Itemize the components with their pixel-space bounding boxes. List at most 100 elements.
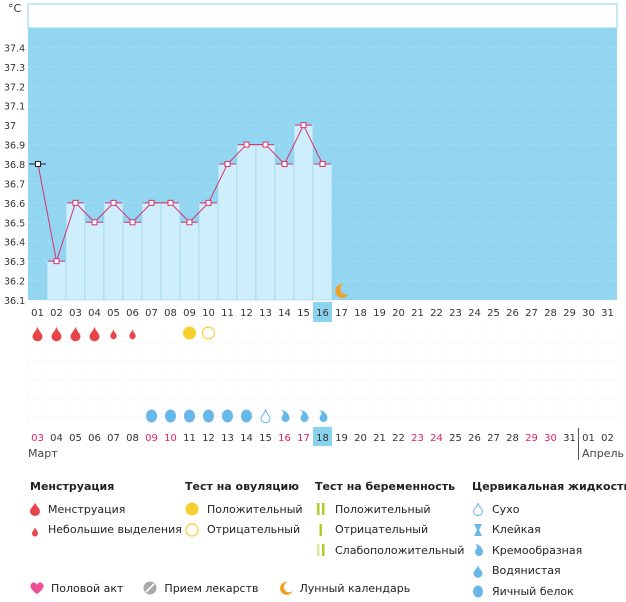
x-day-label: 17 bbox=[335, 308, 348, 319]
blood-drop-icon bbox=[32, 326, 43, 342]
legend-ovulation-negative-label: Отрицательный bbox=[207, 523, 301, 537]
x-day-label: 15 bbox=[297, 308, 310, 319]
month-next-label: Апрель bbox=[582, 447, 624, 460]
x-day-label: 23 bbox=[449, 308, 462, 319]
y-tick-label: 36.1 bbox=[4, 296, 25, 307]
cycle-date-label: 06 bbox=[88, 433, 101, 444]
legend-cervical-fluid: Цервикальная жидкость Сухо Клейкая Кремо… bbox=[472, 480, 626, 602]
legend-ovulation-positive-label: Положительный bbox=[207, 502, 303, 516]
temperature-bar bbox=[312, 163, 333, 301]
cycle-date-label: 14 bbox=[240, 433, 253, 444]
x-day-label: 06 bbox=[126, 308, 139, 319]
cycle-date-label: 24 bbox=[430, 433, 443, 444]
temperature-bar bbox=[46, 260, 67, 301]
temperature-bar bbox=[160, 202, 181, 301]
x-day-label: 27 bbox=[525, 308, 538, 319]
legend-medication-label: Прием лекарств bbox=[164, 581, 259, 595]
legend-pregnancy-title: Тест на беременность bbox=[315, 480, 456, 493]
x-day-label: 13 bbox=[259, 308, 272, 319]
temperature-bar bbox=[122, 222, 143, 301]
y-tick-label: 37.3 bbox=[4, 63, 25, 74]
y-tick-label: 36.5 bbox=[4, 218, 25, 229]
blood-drop-icon bbox=[51, 326, 62, 342]
x-day-label: 11 bbox=[221, 308, 234, 319]
legend-item-sticky: Клейкая bbox=[472, 520, 626, 541]
temperature-point bbox=[319, 161, 326, 167]
cycle-date-label: 23 bbox=[411, 433, 424, 444]
temperature-point bbox=[205, 199, 212, 206]
cycle-date-label: 08 bbox=[126, 433, 139, 444]
legend-item-pregnancy-negative: Отрицательный bbox=[315, 520, 464, 541]
y-tick-label: 37.4 bbox=[4, 43, 25, 54]
y-tick-label: 36.6 bbox=[4, 199, 25, 210]
legend-ovulation-title: Тест на овуляцию bbox=[185, 480, 299, 493]
egg-white-icon bbox=[165, 409, 176, 423]
temperature-bar bbox=[65, 202, 86, 301]
y-tick-label: 36.3 bbox=[4, 257, 25, 268]
egg-white-icon bbox=[241, 409, 252, 423]
cycle-date-label: 04 bbox=[50, 433, 63, 444]
creamy-drop-icon bbox=[280, 410, 290, 422]
x-day-label: 12 bbox=[240, 308, 253, 319]
legend-item-medication: Прием лекарств bbox=[143, 581, 259, 595]
x-day-label: 01 bbox=[31, 308, 44, 319]
legend-cervical-title: Цервикальная жидкость bbox=[472, 480, 626, 493]
heart-icon bbox=[30, 581, 44, 594]
cycle-date-label: 27 bbox=[487, 433, 500, 444]
ovulation-negative-icon bbox=[201, 326, 216, 340]
temperature-point bbox=[35, 161, 41, 167]
x-day-label: 08 bbox=[164, 308, 177, 319]
legend-pregnancy-weak-label: Слабоположительный bbox=[335, 543, 465, 557]
legend-item-creamy: Кремообразная bbox=[472, 540, 626, 561]
temperature-point bbox=[167, 199, 174, 206]
legend-menstruation-title: Менструация bbox=[30, 480, 115, 493]
y-axis-label: °C bbox=[8, 2, 22, 15]
temperature-point bbox=[91, 219, 98, 226]
chart-top-strip bbox=[27, 3, 618, 29]
legend-dry-label: Сухо bbox=[492, 502, 520, 516]
cycle-date-label: 31 bbox=[563, 433, 576, 444]
legend-item-ovulation-negative: Отрицательный bbox=[185, 520, 303, 541]
x-day-label: 04 bbox=[88, 308, 101, 319]
cycle-date-label: 12 bbox=[202, 433, 215, 444]
x-day-label: 07 bbox=[145, 308, 158, 319]
dry-drop-icon bbox=[260, 408, 271, 424]
temperature-point bbox=[110, 199, 117, 206]
temperature-point bbox=[224, 161, 231, 167]
temperature-bar bbox=[141, 202, 162, 301]
x-day-label: 21 bbox=[411, 308, 424, 319]
legend-item-ovulation-positive: Положительный bbox=[185, 499, 303, 520]
x-day-label: 24 bbox=[468, 308, 481, 319]
y-tick-label: 36.4 bbox=[4, 238, 25, 249]
temperature-point bbox=[53, 258, 60, 265]
x-day-label: 16 bbox=[316, 308, 329, 319]
legend-item-intercourse: Половой акт bbox=[30, 582, 123, 595]
creamy-drop-icon bbox=[318, 410, 328, 422]
small-blood-drop-icon bbox=[32, 526, 38, 537]
cycle-date-label: 26 bbox=[468, 433, 481, 444]
ovulation-negative-icon bbox=[185, 523, 199, 537]
legend-item-watery: Водянистая bbox=[472, 561, 626, 582]
x-day-label: 03 bbox=[69, 308, 82, 319]
cycle-date-label: 18 bbox=[316, 433, 329, 444]
cycle-date-label: 20 bbox=[354, 433, 367, 444]
cycle-date-label: 13 bbox=[221, 433, 234, 444]
x-day-label: 31 bbox=[601, 308, 614, 319]
legend-item-menstruation: Менструация bbox=[30, 499, 182, 520]
legend-pregnancy-test: Тест на беременность Положительный Отриц… bbox=[315, 480, 464, 561]
cycle-date-label: 07 bbox=[107, 433, 120, 444]
x-day-label: 05 bbox=[107, 308, 120, 319]
x-day-label: 22 bbox=[430, 308, 443, 319]
temperature-point bbox=[262, 141, 269, 148]
current-date-highlight bbox=[313, 427, 332, 446]
y-tick-label: 36.7 bbox=[4, 179, 25, 190]
cycle-date-label: 10 bbox=[164, 433, 177, 444]
pregnancy-positive-icon bbox=[317, 503, 325, 516]
temperature-bar bbox=[217, 163, 238, 301]
temperature-bar bbox=[293, 124, 314, 301]
x-day-label: 20 bbox=[392, 308, 405, 319]
legend-menstruation: Менструация Менструация Небольшие выделе… bbox=[30, 480, 182, 540]
y-tick-label: 37.2 bbox=[4, 82, 25, 93]
cycle-date-label: 25 bbox=[449, 433, 462, 444]
y-tick-label: 36.2 bbox=[4, 277, 25, 288]
